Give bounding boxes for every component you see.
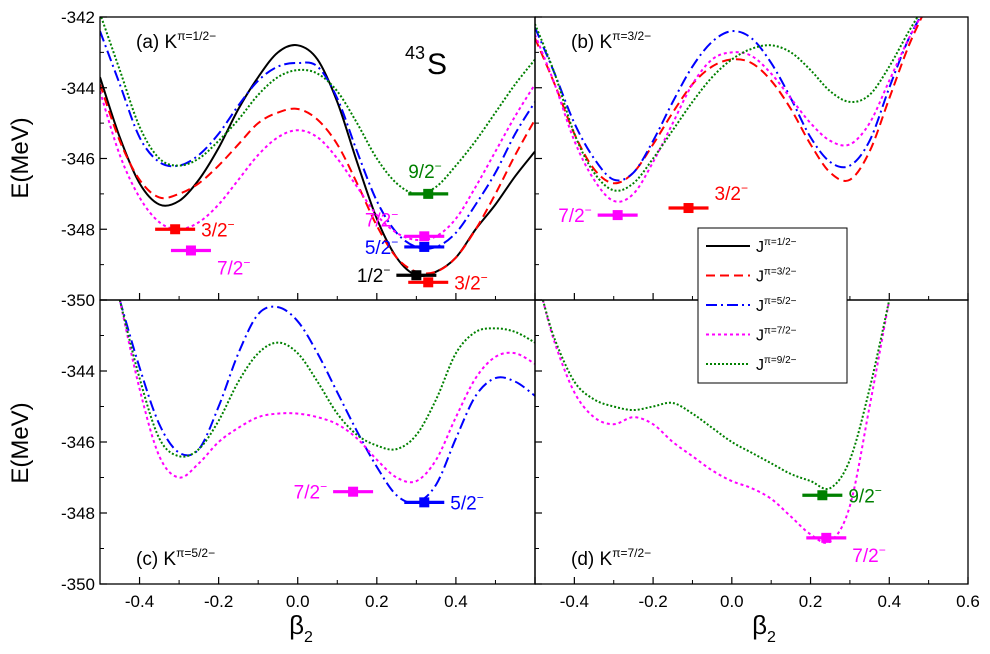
- panel-d-title: (d) Kπ=7/2−: [571, 546, 651, 570]
- panel-a-level-label: 5/2−: [365, 235, 398, 259]
- y-tick-label: -344: [61, 79, 95, 98]
- panel-c-frame: [99, 299, 536, 585]
- panel-a-level-label: 3/2−: [454, 270, 487, 294]
- plot-layer: 3/2− 7/2− 9/2− 7/2− 5/2− 1/2− 3/2− 7/2− 3/2− 7/2−…: [100, 17, 923, 567]
- panel-b-level-label: 7/2−: [558, 203, 591, 227]
- y-tick-label: -348: [61, 504, 95, 523]
- nucleus-symbol: S: [427, 48, 447, 81]
- y-tick-label: -344: [61, 362, 95, 381]
- panel-c-curve-J5-2: [118, 300, 535, 504]
- panel-a-level-marker: [185, 245, 196, 256]
- panel-c-level-marker: [419, 497, 430, 508]
- panel-c-level-label: 5/2−: [450, 490, 483, 514]
- x-axis-label-left-main: β: [289, 610, 304, 640]
- panel-a-curve-J9-2: [100, 17, 535, 195]
- x-tick-label: 0.4: [444, 592, 468, 611]
- panel-a-level-marker: [411, 270, 422, 281]
- x-tick-label: -0.4: [560, 592, 589, 611]
- x-tick-label: 0.2: [365, 592, 389, 611]
- x-tick-label: 0.0: [720, 592, 744, 611]
- panel-a-curve-J3-2: [100, 83, 535, 275]
- panel-c-curve-J9-2: [118, 300, 535, 458]
- x-tick-label: 0.0: [286, 592, 310, 611]
- panel-b-plot: [535, 17, 923, 203]
- panel-c-plot: [118, 300, 535, 504]
- panel-a-level-marker: [419, 231, 430, 242]
- x-tick-label: 0.6: [956, 592, 980, 611]
- panel-b-curve-J3-2: [535, 17, 923, 185]
- x-axis-label-right-sub: 2: [767, 629, 776, 646]
- x-axis-label-left: β2: [289, 610, 313, 646]
- text-layer: 43 S E(MeV) E(MeV) β2 β2: [7, 43, 776, 646]
- panel-b-title: (b) Kπ=3/2−: [571, 29, 651, 53]
- x-tick-label: 0.4: [877, 592, 901, 611]
- x-tick-label: -0.4: [125, 592, 154, 611]
- panel-a-level-label: 1/2−: [357, 263, 390, 287]
- panel-a-level-marker: [423, 277, 434, 288]
- panel-d-plot: [541, 300, 891, 544]
- legend-label-J1-2: Jπ=1/2−: [756, 237, 797, 256]
- panel-a-level-label: 7/2−: [365, 207, 398, 231]
- y-tick-label: -350: [61, 575, 95, 594]
- panel-b-level-marker: [683, 203, 694, 214]
- y-axis-label-top: E(MeV): [7, 117, 34, 198]
- panel-a-level-label: 9/2−: [408, 159, 441, 183]
- panel-a-level-label: 3/2−: [201, 217, 234, 241]
- legend: Jπ=1/2− Jπ=3/2− Jπ=5/2− Jπ=7/2− Jπ=9/2−: [697, 227, 848, 384]
- panel-b-curve-J9-2: [535, 17, 919, 192]
- panel-d-level-marker: [817, 490, 828, 501]
- panel-d-curve-J9-2: [541, 300, 891, 490]
- frame-layer: (a) Kπ=1/2− -342 -344 -346 -348 -350 (b) Kπ=3/…: [61, 8, 980, 611]
- y-tick-label: -346: [61, 150, 95, 169]
- x-axis-label-right-main: β: [752, 610, 767, 640]
- panel-d-level-marker: [821, 532, 832, 543]
- panel-a-level-marker: [419, 241, 430, 252]
- panel-a-level-marker: [170, 224, 181, 235]
- y-tick-label: -348: [61, 220, 95, 239]
- legend-label-J9-2: Jπ=9/2−: [756, 355, 797, 374]
- panel-c-level-label: 7/2−: [294, 480, 327, 504]
- x-tick-label: -0.2: [638, 592, 667, 611]
- panel-b-level-marker: [612, 210, 623, 221]
- panel-a-curve-J5-2: [100, 30, 535, 250]
- panel-d-level-label: 7/2−: [852, 543, 885, 567]
- panel-c-curve-J7-2: [118, 300, 535, 484]
- x-tick-label: 0.2: [799, 592, 823, 611]
- x-tick-label: -0.2: [204, 592, 233, 611]
- y-tick-label: -350: [61, 291, 95, 310]
- legend-label-J5-2: Jπ=5/2−: [756, 296, 797, 315]
- x-axis-label-left-sub: 2: [304, 629, 313, 646]
- legend-label-J3-2: Jπ=3/2−: [756, 267, 797, 286]
- panel-a-curve-J1-2: [100, 44, 535, 278]
- panel-d-level-label: 9/2−: [848, 483, 881, 507]
- panel-c-level-marker: [348, 486, 359, 497]
- legend-label-J7-2: Jπ=7/2−: [756, 326, 797, 345]
- panel-b-level-label: 3/2−: [715, 181, 748, 205]
- panel-b-curve-J5-2: [535, 17, 922, 182]
- y-tick-label: -346: [61, 433, 95, 452]
- y-axis-label-bottom: E(MeV): [7, 402, 34, 483]
- y-tick-label: -342: [61, 8, 95, 27]
- panel-a-level-marker: [423, 188, 434, 199]
- panel-b-curve-J7-2: [535, 17, 922, 203]
- panel-c-title: (c) Kπ=5/2−: [136, 546, 215, 570]
- panel-a-level-label: 7/2−: [217, 255, 250, 279]
- panel-a-title: (a) Kπ=1/2−: [136, 29, 216, 53]
- nucleus-mass: 43: [405, 43, 425, 63]
- x-axis-label-right: β2: [752, 610, 776, 646]
